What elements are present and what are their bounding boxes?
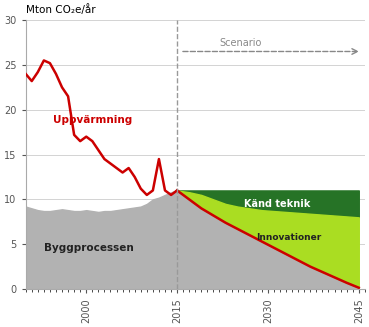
Text: Känd teknik: Känd teknik: [244, 199, 310, 209]
Text: Mton CO₂e/år: Mton CO₂e/år: [26, 4, 95, 15]
Text: Scenario: Scenario: [220, 38, 262, 48]
Text: Uppvärmning: Uppvärmning: [53, 115, 132, 125]
Text: Byggprocessen: Byggprocessen: [44, 243, 134, 253]
Text: Innovationer: Innovationer: [256, 232, 321, 242]
